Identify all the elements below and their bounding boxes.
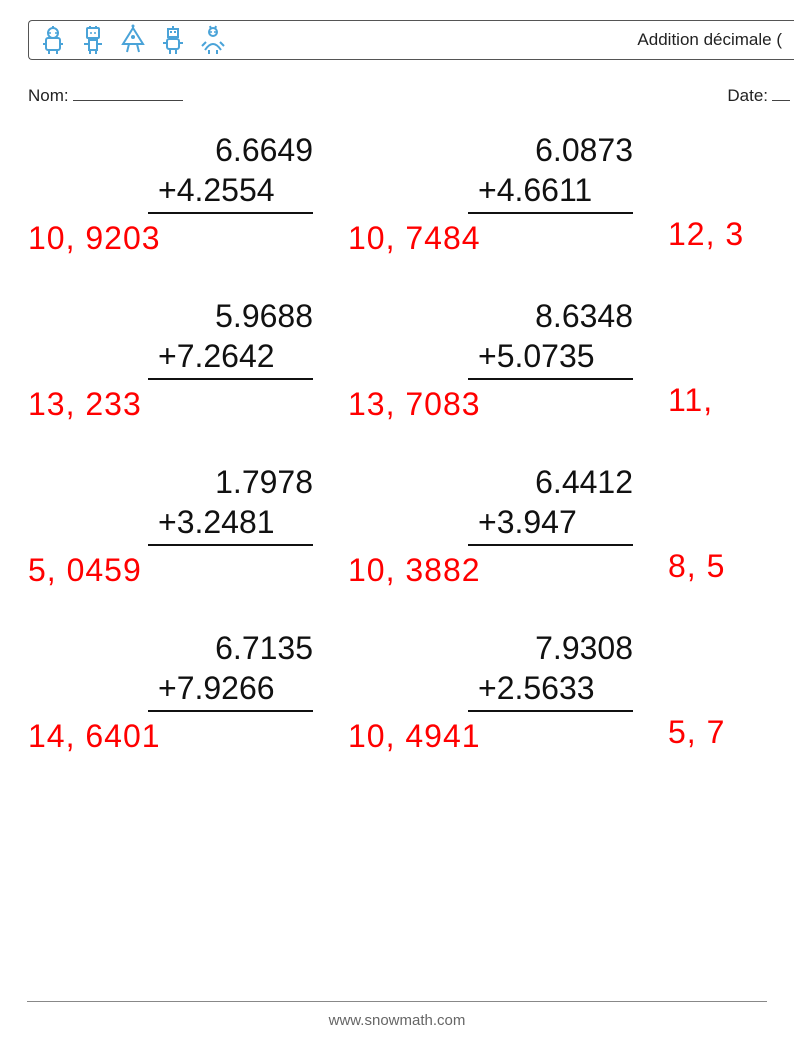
footer-separator xyxy=(27,1001,767,1002)
operand-top: 6.0873 xyxy=(468,130,633,170)
date-label: Date: xyxy=(727,84,794,106)
answer: 5, 7 xyxy=(668,712,794,752)
problem: 7.9308 +2.5633 10, 4941 xyxy=(348,628,668,756)
answer: 11, xyxy=(668,380,794,420)
problem-partial: 8, 5 xyxy=(668,462,794,590)
operand-bottom: +5.0735 xyxy=(468,336,633,380)
operand-bottom: +3.2481 xyxy=(148,502,313,546)
answer: 12, 3 xyxy=(668,214,794,254)
operand-bottom: +4.2554 xyxy=(148,170,313,214)
name-label-text: Nom: xyxy=(28,86,69,105)
robot-icon xyxy=(117,24,149,56)
operand-bottom: +7.2642 xyxy=(148,336,313,380)
robot-icons xyxy=(37,24,229,56)
worksheet-title: Addition décimale ( xyxy=(637,30,786,50)
robot-icon xyxy=(157,24,189,56)
problem: 5.9688 +7.2642 13, 233 xyxy=(28,296,348,424)
answer: 13, 7083 xyxy=(348,384,668,424)
footer: www.snowmath.com xyxy=(0,1001,794,1029)
problem: 8.6348 +5.0735 13, 7083 xyxy=(348,296,668,424)
problem: 1.7978 +3.2481 5, 0459 xyxy=(28,462,348,590)
operand-top: 6.6649 xyxy=(148,130,313,170)
footer-url: www.snowmath.com xyxy=(0,1012,794,1029)
answer: 10, 4941 xyxy=(348,716,668,756)
problem-partial: 12, 3 xyxy=(668,130,794,258)
meta-row: Nom: Date: xyxy=(28,84,794,106)
answer: 13, 233 xyxy=(28,384,348,424)
answer: 10, 9203 xyxy=(28,218,348,258)
problem-partial: 11, xyxy=(668,296,794,424)
header-bar: Addition décimale ( xyxy=(28,20,794,60)
date-label-text: Date: xyxy=(727,86,768,105)
name-blank xyxy=(73,84,183,101)
problem: 6.6649 +4.2554 10, 9203 xyxy=(28,130,348,258)
answer: 10, 3882 xyxy=(348,550,668,590)
operand-bottom: +4.6611 xyxy=(468,170,633,214)
problem: 6.4412 +3.947 10, 3882 xyxy=(348,462,668,590)
operand-top: 7.9308 xyxy=(468,628,633,668)
operand-bottom: +7.9266 xyxy=(148,668,313,712)
answer: 14, 6401 xyxy=(28,716,348,756)
answer: 5, 0459 xyxy=(28,550,348,590)
answer: 10, 7484 xyxy=(348,218,668,258)
problem: 6.7135 +7.9266 14, 6401 xyxy=(28,628,348,756)
operand-bottom: +2.5633 xyxy=(468,668,633,712)
robot-icon xyxy=(77,24,109,56)
operand-bottom: +3.947 xyxy=(468,502,633,546)
problems-grid: 6.6649 +4.2554 10, 9203 6.0873 +4.6611 1… xyxy=(28,130,794,756)
problem: 6.0873 +4.6611 10, 7484 xyxy=(348,130,668,258)
date-blank xyxy=(772,84,790,101)
problem-partial: 5, 7 xyxy=(668,628,794,756)
robot-icon xyxy=(197,24,229,56)
operand-top: 5.9688 xyxy=(148,296,313,336)
operand-top: 6.4412 xyxy=(468,462,633,502)
robot-icon xyxy=(37,24,69,56)
operand-top: 6.7135 xyxy=(148,628,313,668)
name-label: Nom: xyxy=(28,84,183,106)
answer: 8, 5 xyxy=(668,546,794,586)
operand-top: 8.6348 xyxy=(468,296,633,336)
operand-top: 1.7978 xyxy=(148,462,313,502)
